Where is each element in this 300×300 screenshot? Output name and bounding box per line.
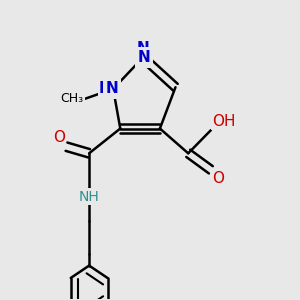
Text: O: O [53, 130, 65, 145]
Text: OH: OH [212, 113, 236, 128]
Text: CH₃: CH₃ [60, 92, 83, 105]
Text: N: N [136, 41, 149, 56]
Text: O: O [212, 172, 224, 187]
Text: N: N [99, 81, 112, 96]
Text: NH: NH [79, 190, 100, 204]
Text: N: N [138, 50, 151, 65]
Text: N: N [105, 81, 118, 96]
